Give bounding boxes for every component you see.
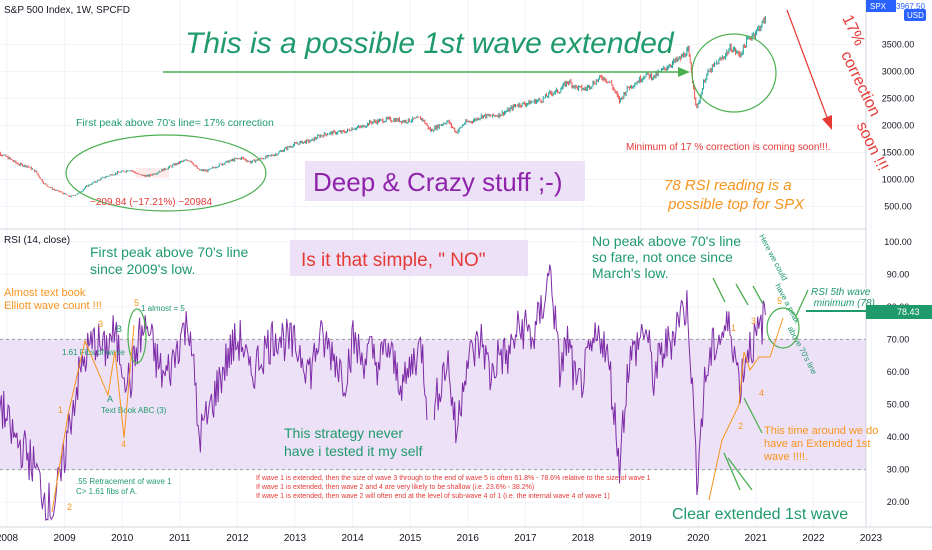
rsi-tick-label: 50.00 xyxy=(887,400,910,410)
rsi-tick-label: 30.00 xyxy=(887,465,910,475)
price-badge-text: SPX xyxy=(870,2,887,11)
arrow-no-peak-2 xyxy=(735,283,749,306)
wave-label-2-2020: 2 xyxy=(738,421,743,431)
rsi-tick-label: 40.00 xyxy=(887,432,910,442)
arrow-extended-note xyxy=(743,397,763,434)
green-arrows xyxy=(712,277,809,491)
rsi-tick-label: 60.00 xyxy=(887,367,910,377)
covid-circle xyxy=(691,33,777,113)
rsi-series xyxy=(0,264,766,521)
wave-label-5-2021: 5 xyxy=(777,296,782,306)
price-tick-label: 1000.00 xyxy=(882,174,915,184)
price-tick-label: 500.00 xyxy=(884,201,912,211)
drop-range-box xyxy=(136,168,169,178)
correction-arrow-head xyxy=(822,115,832,130)
price-series xyxy=(0,15,766,198)
wave-label-b: B xyxy=(116,324,122,334)
arrow-clear-1 xyxy=(723,452,741,491)
wave-label-3-2020: 3 xyxy=(751,316,756,326)
drop-label: −209.84 (−17.21%) −20984 xyxy=(90,197,212,208)
wave-label-5-2010: 5 xyxy=(134,298,139,308)
abc-text: Text Book ABC (3) xyxy=(101,406,167,415)
time-tick-label: 2014 xyxy=(341,533,364,544)
symbol-title: S&P 500 Index, 1W, SPCFD xyxy=(4,5,130,16)
wave-label-4-2009: 4 xyxy=(121,439,126,449)
time-tick-label: 2022 xyxy=(802,533,825,544)
time-tick-label: 2017 xyxy=(514,533,537,544)
wave-label-1-2020: 1 xyxy=(731,323,736,333)
price-tick-label: 3000.00 xyxy=(882,66,915,76)
usd-badge[interactable] xyxy=(904,9,926,21)
deep-crazy-text: Deep & Crazy stuff ;-) xyxy=(313,167,563,197)
time-axis-ticks: 2008 2009 2010 2011 2012 2013 2014 2015 2016 2017… xyxy=(0,533,883,544)
first-peak-price-text: First peak above 70's line= 17% correcti… xyxy=(76,117,274,129)
arrow-5th-wave xyxy=(795,289,809,317)
last-price: 3967.50 xyxy=(896,2,925,11)
price-tick-label: 2500.00 xyxy=(882,93,915,103)
deep-crazy-box xyxy=(305,161,585,201)
rsi-tick-label: 20.00 xyxy=(887,497,910,507)
rsi-tick-label: 90.00 xyxy=(887,269,910,279)
first-peak-circle xyxy=(65,134,267,212)
rule-3: If wave 1 is extended, then wave 2 will … xyxy=(256,493,610,500)
time-tick-label: 2020 xyxy=(687,533,710,544)
arrow-no-peak-1 xyxy=(712,277,726,303)
wave-label-2-2009: 2 xyxy=(67,502,72,512)
time-tick-label: 2011 xyxy=(169,533,191,544)
time-tick-label: 2009 xyxy=(53,533,76,544)
time-tick-label: 2021 xyxy=(745,533,768,544)
price-axis-ticks: 3500.00 3000.00 2500.00 2000.00 1500.00 1000.… xyxy=(882,39,915,211)
current-wave-path xyxy=(708,317,784,501)
time-tick-label: 2018 xyxy=(572,533,595,544)
rsi-axis-ticks: 100.0090.0080.0070.0060.0050.0040.0030.0… xyxy=(884,237,912,507)
price-tick-label: 2000.00 xyxy=(882,120,915,130)
wave-label-4-2020: 4 xyxy=(759,388,764,398)
elliott-wave-path xyxy=(51,324,135,513)
rsi-tick-label: 70.00 xyxy=(887,334,910,344)
wave-label-3-2009: 3 xyxy=(98,319,103,329)
time-tick-label: 2016 xyxy=(457,533,480,544)
usd-badge-text: USD xyxy=(907,11,924,20)
minimum-correction-text: Minimum of 17 % correction is coming soo… xyxy=(626,142,831,153)
wave-label-a: A xyxy=(107,394,113,404)
wave-label-1-2009: 1 xyxy=(58,405,63,415)
time-tick-label: 2008 xyxy=(0,533,19,544)
time-tick-label: 2012 xyxy=(226,533,249,544)
main-arrow-head xyxy=(678,67,690,77)
time-tick-label: 2013 xyxy=(284,533,307,544)
rsi-title: RSI (14, close) xyxy=(4,235,70,246)
price-badge xyxy=(866,0,896,12)
rsi-value-badge-text: 78.43 xyxy=(897,307,920,317)
almost5-text: 1 almost = 5 xyxy=(141,304,185,313)
rsi-line xyxy=(0,264,766,521)
wave5-2010-circle xyxy=(127,308,147,364)
arrow-no-peak-3 xyxy=(752,285,764,305)
rule-2: If wave 1 is extended, then wave 2 and 4… xyxy=(256,484,534,491)
rsi-5th-text: RSI 5th wave minimum (78) xyxy=(811,287,875,309)
price-tick-label: 1500.00 xyxy=(882,147,915,157)
rsi-tick-label: 100.00 xyxy=(884,237,912,247)
correction-arrow-shaft xyxy=(786,9,829,121)
simple-box xyxy=(290,240,528,276)
main-title-annotation: This is a possible 1st wave extended xyxy=(185,27,675,60)
time-tick-label: 2019 xyxy=(629,533,652,544)
simple-text: Is it that simple, " NO" xyxy=(301,250,486,271)
clear-extended-text: Clear extended 1st wave xyxy=(672,506,848,523)
time-tick-label: 2015 xyxy=(399,533,422,544)
rule-1: If wave 1 is extended, then the size of … xyxy=(256,475,651,482)
rsi-target-circle xyxy=(766,307,800,349)
time-tick-label: 2010 xyxy=(111,533,134,544)
price-tick-label: 3500.00 xyxy=(882,39,915,49)
strategy-box xyxy=(278,420,454,466)
fibs-wave-text: 1.61 Fibs of wave xyxy=(62,348,125,357)
time-tick-label: 2023 xyxy=(860,533,883,544)
rsi-value-badge xyxy=(866,305,932,319)
arrow-clear-2 xyxy=(727,457,753,491)
